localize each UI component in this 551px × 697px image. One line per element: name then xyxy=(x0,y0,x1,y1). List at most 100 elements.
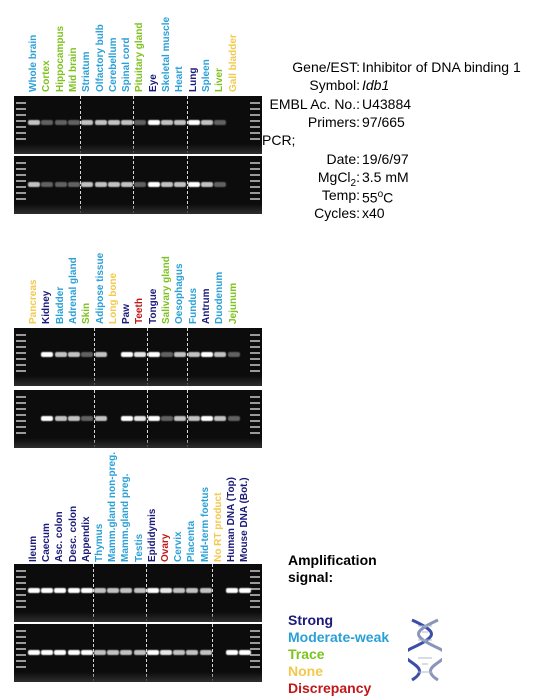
pcr-band xyxy=(54,588,67,594)
lane-label: Mid brain xyxy=(67,47,79,92)
pcr-band xyxy=(54,120,67,126)
gene-info-value: x40 xyxy=(362,205,385,222)
lane-labels: Whole brain Cortex Hippocampus Mid brain Str… xyxy=(0,0,300,92)
ladder-band xyxy=(16,174,26,176)
gene-info-key: Primers: xyxy=(307,113,360,130)
gene-info-key: PCR; xyxy=(262,132,296,149)
lane-separator xyxy=(186,156,188,214)
pcr-band xyxy=(80,588,93,594)
lane-label: Lung xyxy=(187,67,199,92)
lane-separator xyxy=(80,156,82,214)
lane-label: Thymus xyxy=(94,523,105,562)
ladder-band xyxy=(250,588,260,590)
pcr-band xyxy=(239,588,252,594)
lane-label: Asc. colon xyxy=(54,511,66,562)
lane-separator xyxy=(93,390,95,448)
gene-info-value: 55oC xyxy=(362,189,394,206)
gel-image-top xyxy=(14,96,262,154)
lane-label: Jejunum xyxy=(227,282,239,324)
ladder-band xyxy=(16,180,26,182)
ladder-band xyxy=(250,168,260,170)
ladder-band xyxy=(250,174,260,176)
ladder-band xyxy=(250,198,260,200)
ladder-band xyxy=(16,636,26,638)
pcr-band xyxy=(41,120,54,126)
pcr-band xyxy=(147,181,160,187)
pcr-band xyxy=(67,588,80,594)
ladder-band xyxy=(250,402,260,404)
pcr-band xyxy=(161,352,173,358)
lane-separator xyxy=(133,96,135,154)
ladder-band xyxy=(16,642,26,644)
gene-info-value: U43884 xyxy=(362,95,412,112)
gene-info-key: Gene/EST: xyxy=(292,59,360,75)
lane-label: Tongue xyxy=(147,288,159,324)
gene-info-key: Symbol: xyxy=(309,77,360,94)
ladder-band xyxy=(250,594,260,596)
pcr-band xyxy=(94,120,107,126)
gel-image-bottom xyxy=(14,624,262,682)
ladder-band xyxy=(16,364,26,366)
gene-info-key: MgCl2: xyxy=(317,168,360,189)
ladder-band xyxy=(16,114,26,116)
lane-label: Pancreas xyxy=(28,279,39,324)
ladder-band xyxy=(16,120,26,122)
ladder-band xyxy=(16,340,26,342)
legend-item: Trace xyxy=(288,646,325,662)
lane-label: No RT product xyxy=(212,492,224,562)
ladder-band xyxy=(16,432,26,434)
lane-label: Mamm.gland preg. xyxy=(120,473,132,562)
legend-item: Discrepancy xyxy=(288,680,372,696)
lane-label: Teeth xyxy=(134,298,146,324)
ladder-band xyxy=(16,132,26,134)
lane-label: Fundus xyxy=(187,287,199,324)
ladder-band xyxy=(250,370,260,372)
pcr-band xyxy=(161,120,173,126)
lane-separator xyxy=(211,564,213,622)
ladder-band xyxy=(16,600,26,602)
pcr-band xyxy=(67,415,80,421)
lane-separator xyxy=(93,564,94,622)
lane-label: Spleen xyxy=(200,59,212,92)
pcr-band xyxy=(94,588,106,594)
lane-label: Pituitary gland xyxy=(134,22,146,92)
ladder-band xyxy=(250,432,260,434)
pcr-band xyxy=(41,649,54,655)
lane-labels: Pancreas Kidney Bladder Adrenal gland Skin Ad… xyxy=(0,250,300,324)
lane-label: Caecum xyxy=(41,523,53,562)
lane-label: Testis xyxy=(133,533,145,562)
ladder-band xyxy=(16,186,26,188)
dna-helix-icon xyxy=(408,618,442,682)
pcr-band xyxy=(227,352,240,358)
lane-label: Liver xyxy=(214,68,226,92)
pcr-band xyxy=(239,649,252,655)
pcr-band xyxy=(186,588,199,594)
lane-label: Mid-term foetus xyxy=(199,487,211,562)
ladder-band xyxy=(250,102,260,104)
ladder-band xyxy=(16,660,26,662)
ladder-band xyxy=(250,414,260,416)
pcr-band xyxy=(174,120,187,126)
lane-label: Cervix xyxy=(173,531,185,562)
pcr-band xyxy=(28,649,40,655)
ladder-band xyxy=(250,192,260,194)
lane-label: Gall bladder xyxy=(227,34,239,92)
pcr-band xyxy=(54,352,67,358)
ladder-band xyxy=(250,642,260,644)
ladder-band xyxy=(250,606,260,608)
gel-well-glow xyxy=(14,376,262,386)
pcr-band xyxy=(107,181,120,187)
legend-title-line2: signal: xyxy=(288,569,334,585)
lane-label: Oesophagus xyxy=(174,263,186,324)
pcr-band xyxy=(200,181,213,187)
lane-separator xyxy=(93,624,94,682)
pcr-band xyxy=(54,181,67,187)
lane-label: Mouse DNA (Bot.) xyxy=(239,477,251,562)
ladder-band xyxy=(250,570,260,572)
pcr-band xyxy=(214,181,227,187)
legend-items: Strong Moderate-weak Trace None Discrepancy xyxy=(288,612,389,697)
pcr-band xyxy=(107,649,120,655)
ladder-band xyxy=(16,588,26,590)
pcr-band xyxy=(134,120,147,126)
ladder-band xyxy=(16,594,26,596)
